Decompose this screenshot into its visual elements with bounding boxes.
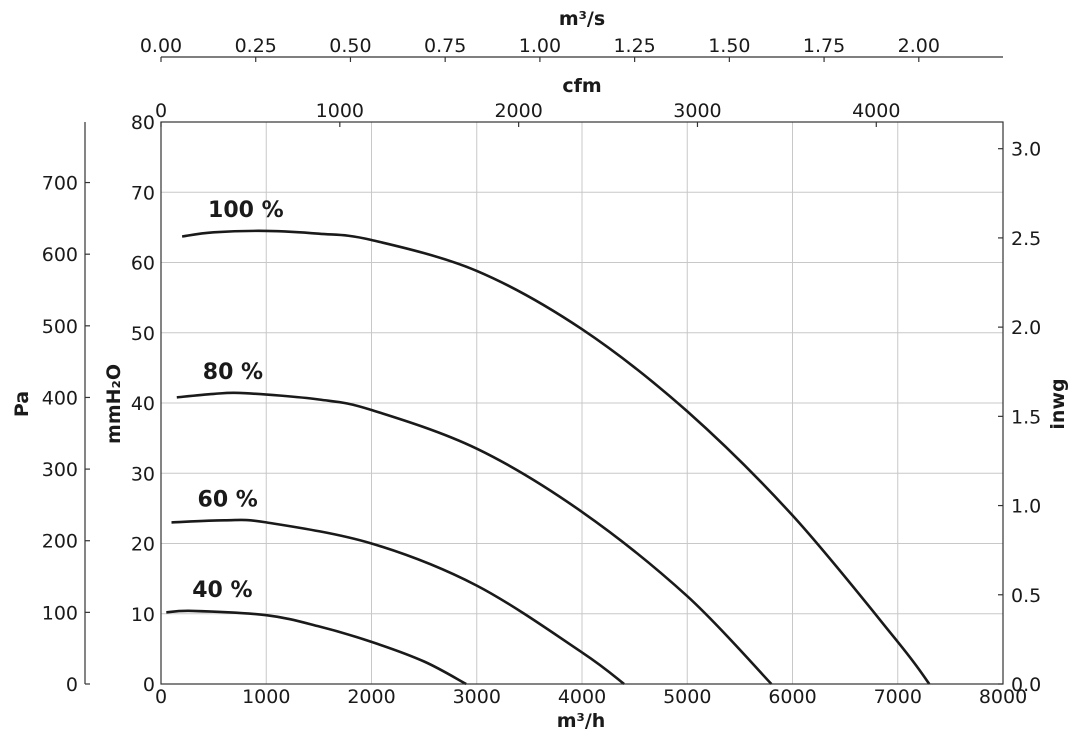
y-tick-label-mmh2o: 40 [131,393,155,415]
top-tick-label-m3s: 1.25 [613,35,655,57]
series-label-100-percent: 100 % [208,198,284,223]
top-tick-label-cfm: 2000 [494,100,542,122]
top-tick-label-cfm: 3000 [673,100,721,122]
top-tick-label-m3s: 0.75 [424,35,466,57]
x-tick-label-m3h: 2000 [347,686,395,708]
curve-40-percent [166,609,467,686]
x-tick-label-m3h: 6000 [768,686,816,708]
y-tick-label-inwg: 2.5 [1011,228,1041,250]
axes [84,56,1004,685]
performance-curves [166,229,931,686]
curve-100-percent [181,229,931,685]
y-tick-label-pa: 600 [42,244,78,266]
series-label-60-percent: 60 % [198,487,258,512]
y-tick-label-pa: 500 [42,316,78,338]
x-axis-title-m3h: m³/h [557,710,606,731]
x-tick-label-m3h: 7000 [874,686,922,708]
top-tick-label-m3s: 1.00 [519,35,561,57]
top-tick-label-cfm: 0 [155,100,167,122]
y-tick-label-pa: 100 [42,602,78,624]
x-tick-label-m3h: 8000 [979,686,1027,708]
top-tick-label-m3s: 0.00 [140,35,182,57]
y-tick-label-inwg: 0.0 [1011,674,1041,696]
y-tick-label-mmh2o: 80 [131,112,155,134]
y-tick-label-mmh2o: 70 [131,182,155,204]
top-axis-title-cfm: cfm [562,75,601,97]
y-tick-label-mmh2o: 20 [131,534,155,556]
y-tick-label-pa: 200 [42,531,78,553]
y-tick-label-mmh2o: 60 [131,253,155,275]
grid [160,121,1004,685]
y-axis-title-pa: Pa [11,391,33,417]
y-tick-label-pa: 0 [66,674,78,696]
y-tick-label-inwg: 1.0 [1011,496,1041,518]
y-axis-title-inwg: inwg [1047,378,1069,429]
plot-frame [160,121,1004,685]
y-tick-label-inwg: 3.0 [1011,139,1041,161]
curve-80-percent [176,391,773,685]
y-tick-label-pa: 300 [42,459,78,481]
series-label-80-percent: 80 % [203,360,263,385]
y-tick-label-pa: 700 [42,173,78,195]
top-tick-label-cfm: 4000 [852,100,900,122]
x-tick-label-m3h: 4000 [558,686,606,708]
y-tick-label-inwg: 2.0 [1011,317,1041,339]
x-tick-label-m3h: 1000 [242,686,290,708]
series-label-40-percent: 40 % [192,578,252,603]
y-tick-label-inwg: 0.5 [1011,585,1041,607]
top-tick-label-m3s: 2.00 [898,35,940,57]
y-tick-label-mmh2o: 30 [131,463,155,485]
tick-labels: 0 1000 2000 3000 4000 5000 6000 7000 80000102030… [42,35,1041,708]
top-tick-label-m3s: 1.75 [803,35,845,57]
y-tick-label-inwg: 1.5 [1011,406,1041,428]
y-tick-label-mmh2o: 50 [131,323,155,345]
top-tick-label-m3s: 0.25 [235,35,277,57]
y-axis-title-mmh2o: mmH₂O [103,364,125,444]
top-tick-label-m3s: 0.50 [329,35,371,57]
curve-60-percent [171,518,625,686]
y-tick-label-mmh2o: 10 [131,604,155,626]
x-tick-label-m3h: 0 [155,686,167,708]
x-tick-label-m3h: 3000 [453,686,501,708]
top-tick-label-m3s: 1.50 [708,35,750,57]
top-tick-label-cfm: 1000 [316,100,364,122]
y-tick-label-pa: 400 [42,387,78,409]
top-axis-title-m3s: m³/s [559,8,605,30]
y-tick-label-mmh2o: 0 [143,674,155,696]
x-tick-label-m3h: 5000 [663,686,711,708]
